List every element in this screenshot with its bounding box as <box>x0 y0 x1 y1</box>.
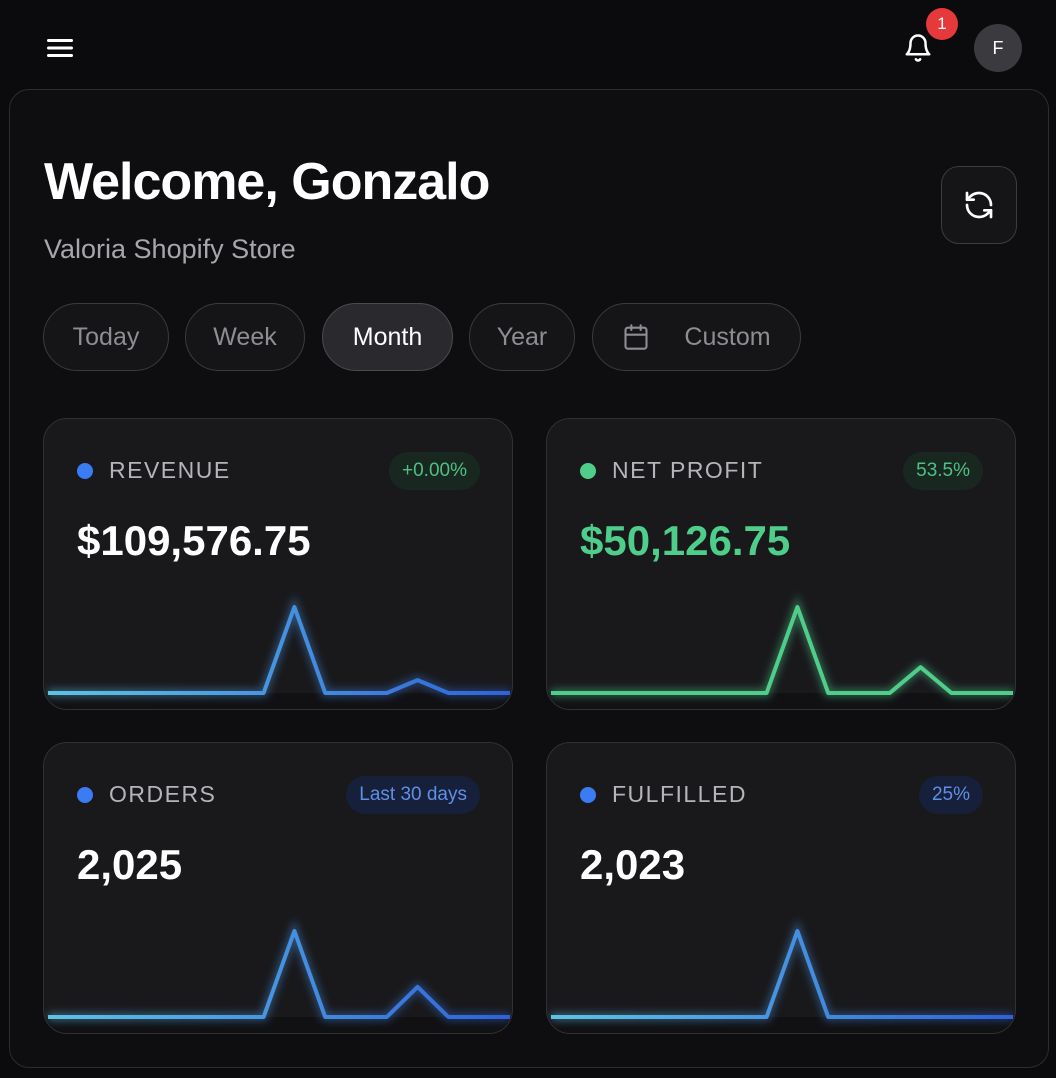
period-today-button[interactable]: Today <box>43 303 169 371</box>
orders-card[interactable]: ORDERS Last 30 days 2,025 <box>43 742 513 1034</box>
page-title: Welcome, Gonzalo <box>44 153 490 211</box>
period-year-button[interactable]: Year <box>469 303 575 371</box>
sparkline-line <box>551 929 1013 1019</box>
period-label: Year <box>496 322 548 351</box>
sparkline <box>44 595 512 709</box>
dashboard-panel: Welcome, Gonzalo Valoria Shopify Store T… <box>9 89 1049 1068</box>
period-month-button[interactable]: Month <box>322 303 453 371</box>
revenue-card[interactable]: REVENUE +0.00% $109,576.75 <box>43 418 513 710</box>
menu-button[interactable] <box>36 26 84 70</box>
sparkline-line <box>551 605 1013 695</box>
change-badge: 53.5% <box>903 452 983 490</box>
calendar-icon <box>622 322 650 352</box>
status-dot <box>77 787 93 803</box>
sparkline-line <box>48 929 510 1019</box>
refresh-icon <box>965 191 993 219</box>
period-custom-button[interactable]: Custom <box>592 303 801 371</box>
notifications-button[interactable] <box>896 26 940 70</box>
period-week-button[interactable]: Week <box>185 303 305 371</box>
user-avatar[interactable]: F <box>974 24 1022 72</box>
card-label: FULFILLED <box>612 781 747 807</box>
card-value: $50,126.75 <box>580 517 791 564</box>
card-label: ORDERS <box>109 781 217 807</box>
period-label: Week <box>213 322 277 351</box>
status-dot <box>580 463 596 479</box>
change-badge: +0.00% <box>389 452 480 490</box>
hamburger-menu-icon <box>47 39 73 57</box>
period-label: Month <box>352 322 423 351</box>
period-badge: Last 30 days <box>346 776 480 814</box>
period-label: Today <box>72 322 140 351</box>
net-profit-card[interactable]: NET PROFIT 53.5% $50,126.75 <box>546 418 1016 710</box>
card-value: $109,576.75 <box>77 517 311 564</box>
sparkline <box>547 919 1015 1033</box>
card-label: REVENUE <box>109 457 231 483</box>
fulfilled-card[interactable]: FULFILLED 25% 2,023 <box>546 742 1016 1034</box>
card-value: 2,023 <box>580 841 686 888</box>
period-label: Custom <box>684 322 771 351</box>
percent-badge: 25% <box>918 776 983 814</box>
card-value: 2,025 <box>77 841 183 888</box>
store-name: Valoria Shopify Store <box>44 234 296 264</box>
status-dot <box>77 463 93 479</box>
top-bar: 1 F <box>0 0 1056 90</box>
status-dot <box>580 787 596 803</box>
card-label: NET PROFIT <box>612 457 764 483</box>
sparkline <box>547 595 1015 709</box>
notification-count-badge: 1 <box>926 8 958 40</box>
bell-icon <box>905 34 931 62</box>
sparkline <box>44 919 512 1033</box>
refresh-button[interactable] <box>941 166 1017 244</box>
sparkline-line <box>48 605 510 695</box>
